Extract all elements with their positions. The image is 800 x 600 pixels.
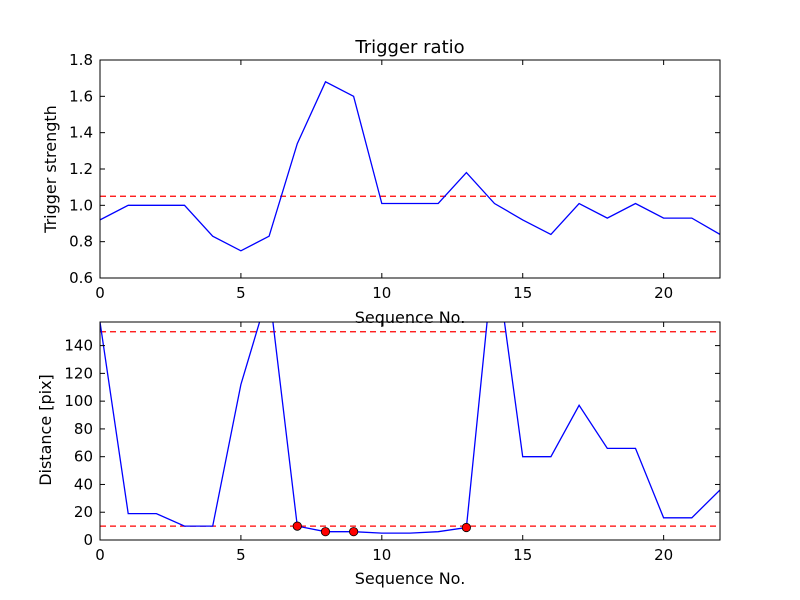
y-tick-label: 0.8 [69,233,93,251]
chart-top-plot: 0 5 10 15 20 0.6 0.8 1.0 1.2 1.4 1.6 1.8 [69,51,721,302]
y-tick-label: 80 [74,420,93,438]
x-tick-label: 5 [236,546,246,564]
y-tick-label: 60 [74,448,93,466]
y-tick-label: 1.8 [69,51,93,69]
chart-top-title: Trigger ratio [354,37,464,58]
chart-bottom-ylabel: Distance [pix] [36,374,55,486]
x-tick-label: 15 [513,546,532,564]
x-tick-label: 0 [95,284,105,302]
x-tick-label: 5 [236,284,246,302]
y-tick-label: 0 [83,531,93,549]
data-marker [349,527,359,537]
plot-area [100,322,720,537]
plot-area [100,80,720,252]
chart-bottom-xlabel: Sequence No. [355,569,466,588]
chart-bottom-plot: 0 5 10 15 20 0 20 40 60 80 100 120 140 [64,321,721,564]
chart-top-ylabel: Trigger strength [41,105,60,234]
x-tick-label: 10 [372,284,391,302]
y-tick-label: 1.2 [69,160,93,178]
x-tick-label: 15 [513,284,532,302]
y-tick-label: 100 [64,392,93,410]
y-tick-label: 140 [64,337,93,355]
x-tick-label: 10 [372,546,391,564]
data-marker [292,521,302,531]
y-tick-label: 0.6 [69,269,93,287]
y-tick-label: 40 [74,475,93,493]
chart-top-xlabel: Sequence No. [355,308,466,327]
x-tick-label: 20 [654,546,673,564]
data-marker [320,527,331,537]
data-marker [461,522,471,533]
y-tick-label: 1.4 [69,124,93,142]
series-line [100,322,720,534]
x-tick-label: 20 [654,284,673,302]
y-tick-label: 1.0 [69,196,93,214]
y-tick-label: 20 [74,503,93,521]
series-line [100,80,720,252]
y-tick-label: 120 [64,364,93,382]
x-tick-label: 0 [95,546,105,564]
y-tick-label: 1.6 [69,87,93,105]
plot-frame [99,321,721,541]
